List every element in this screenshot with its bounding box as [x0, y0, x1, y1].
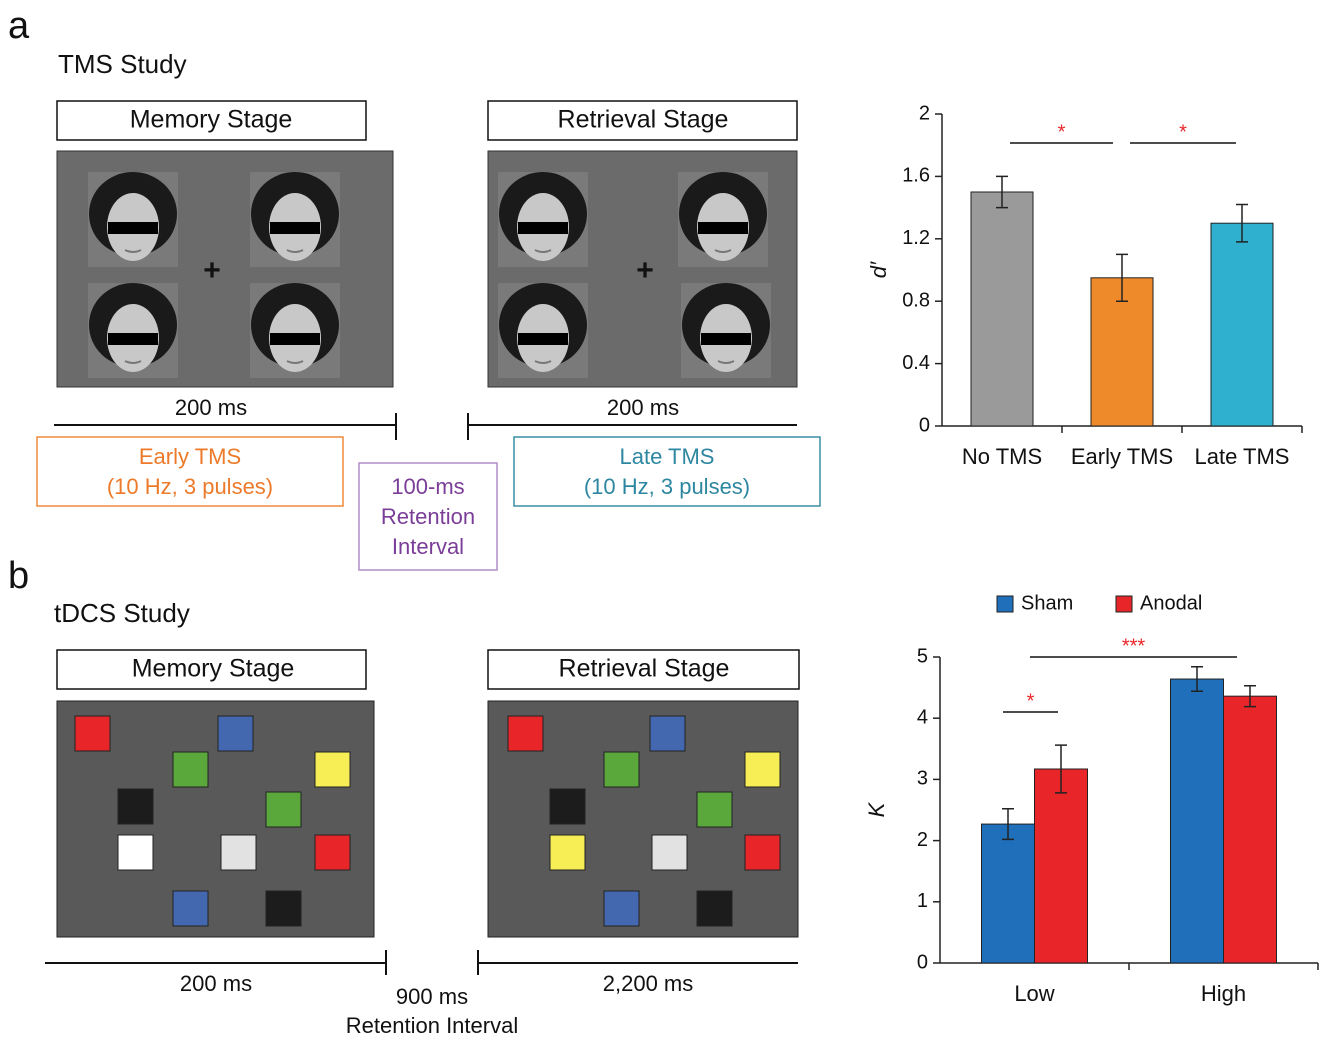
- color-square: [697, 891, 732, 926]
- duration: 2,200 ms: [603, 971, 694, 996]
- color-square: [118, 789, 153, 824]
- legend-swatch: [1116, 596, 1132, 612]
- fixation: +: [636, 254, 654, 287]
- eye-bar: [518, 222, 568, 234]
- y-tick-label: 0.4: [902, 352, 930, 374]
- color-square: [173, 891, 208, 926]
- color-square: [550, 835, 585, 870]
- significance-label: *: [1027, 690, 1035, 712]
- color-square: [173, 752, 208, 787]
- panel-title: tDCS Study: [54, 598, 190, 628]
- duration: 200 ms: [175, 395, 247, 420]
- eye-bar: [698, 222, 748, 234]
- color-square: [266, 792, 301, 827]
- legend-label: Sham: [1021, 592, 1073, 614]
- eye-bar: [108, 333, 158, 345]
- page: a TMS Study Memory Stage Retrieval Stage…: [0, 0, 1325, 1045]
- color-square: [650, 716, 685, 751]
- eye-bar: [270, 333, 320, 345]
- color-square: [315, 835, 350, 870]
- y-tick-label: 1.2: [902, 227, 930, 249]
- stage-label: Retrieval Stage: [559, 655, 730, 683]
- color-square: [697, 792, 732, 827]
- retention-label: Retention Interval: [346, 1013, 518, 1038]
- y-tick-label: 3: [917, 768, 928, 790]
- color-square: [745, 835, 780, 870]
- fixation: +: [203, 254, 221, 287]
- y-tick-label: 0.8: [902, 289, 930, 311]
- stage-label: Memory Stage: [130, 106, 293, 134]
- legend-swatch: [997, 596, 1013, 612]
- color-square: [315, 752, 350, 787]
- y-tick-label: 2: [917, 829, 928, 851]
- retention-label: 100-ms: [391, 474, 464, 499]
- bar: [1171, 679, 1224, 963]
- color-square: [550, 789, 585, 824]
- x-tick-label: Late TMS: [1195, 444, 1290, 469]
- color-square: [218, 716, 253, 751]
- panel-label: a: [8, 5, 30, 47]
- tms-label: (10 Hz, 3 pulses): [107, 474, 273, 499]
- panel-label: b: [8, 555, 29, 597]
- y-tick-label: 0: [919, 414, 930, 436]
- retention-label: 900 ms: [396, 984, 468, 1009]
- bar: [1035, 769, 1088, 963]
- x-tick-label: High: [1201, 981, 1246, 1006]
- bar: [1211, 223, 1273, 426]
- color-square: [266, 891, 301, 926]
- timeline: [54, 413, 797, 440]
- legend-label: Anodal: [1140, 592, 1202, 614]
- retention-label: Retention: [381, 504, 475, 529]
- retention-label: Interval: [392, 534, 464, 559]
- significance-label: *: [1058, 121, 1066, 143]
- y-tick-label: 2: [919, 102, 930, 124]
- x-tick-label: Early TMS: [1071, 444, 1173, 469]
- tms-label: Early TMS: [139, 444, 241, 469]
- color-square: [652, 835, 687, 870]
- y-tick-label: 4: [917, 706, 928, 728]
- color-square: [118, 835, 153, 870]
- tms-label: Late TMS: [620, 444, 715, 469]
- significance-label: *: [1179, 121, 1187, 143]
- stage-label: Memory Stage: [132, 655, 295, 683]
- panel-title: TMS Study: [58, 49, 187, 79]
- y-axis-label: d′: [866, 261, 891, 278]
- bar: [971, 192, 1033, 426]
- color-square: [75, 716, 110, 751]
- y-axis-label: K: [864, 801, 889, 817]
- eye-bar: [701, 333, 751, 345]
- tms-label: (10 Hz, 3 pulses): [584, 474, 750, 499]
- color-square: [508, 716, 543, 751]
- eye-bar: [518, 333, 568, 345]
- charts: 0 0.4 0.8 1.2 1.6 2 d′ No TMS Early TMS Late TMS *…: [864, 102, 1318, 1006]
- y-tick-label: 1: [917, 890, 928, 912]
- y-tick-label: 1.6: [902, 165, 930, 187]
- eye-bar: [270, 222, 320, 234]
- x-tick-label: No TMS: [962, 444, 1042, 469]
- figure: a TMS Study Memory Stage Retrieval Stage…: [0, 0, 1325, 1040]
- color-square: [745, 752, 780, 787]
- color-square: [604, 891, 639, 926]
- significance-label: ***: [1122, 635, 1146, 657]
- duration: 200 ms: [607, 395, 679, 420]
- x-tick-label: Low: [1014, 981, 1054, 1006]
- duration: 200 ms: [180, 971, 252, 996]
- color-square: [604, 752, 639, 787]
- eye-bar: [108, 222, 158, 234]
- bar: [982, 824, 1035, 963]
- y-tick-label: 0: [917, 951, 928, 973]
- y-tick-label: 5: [917, 645, 928, 667]
- bar: [1224, 696, 1277, 963]
- color-square: [221, 835, 256, 870]
- stage-label: Retrieval Stage: [558, 106, 729, 134]
